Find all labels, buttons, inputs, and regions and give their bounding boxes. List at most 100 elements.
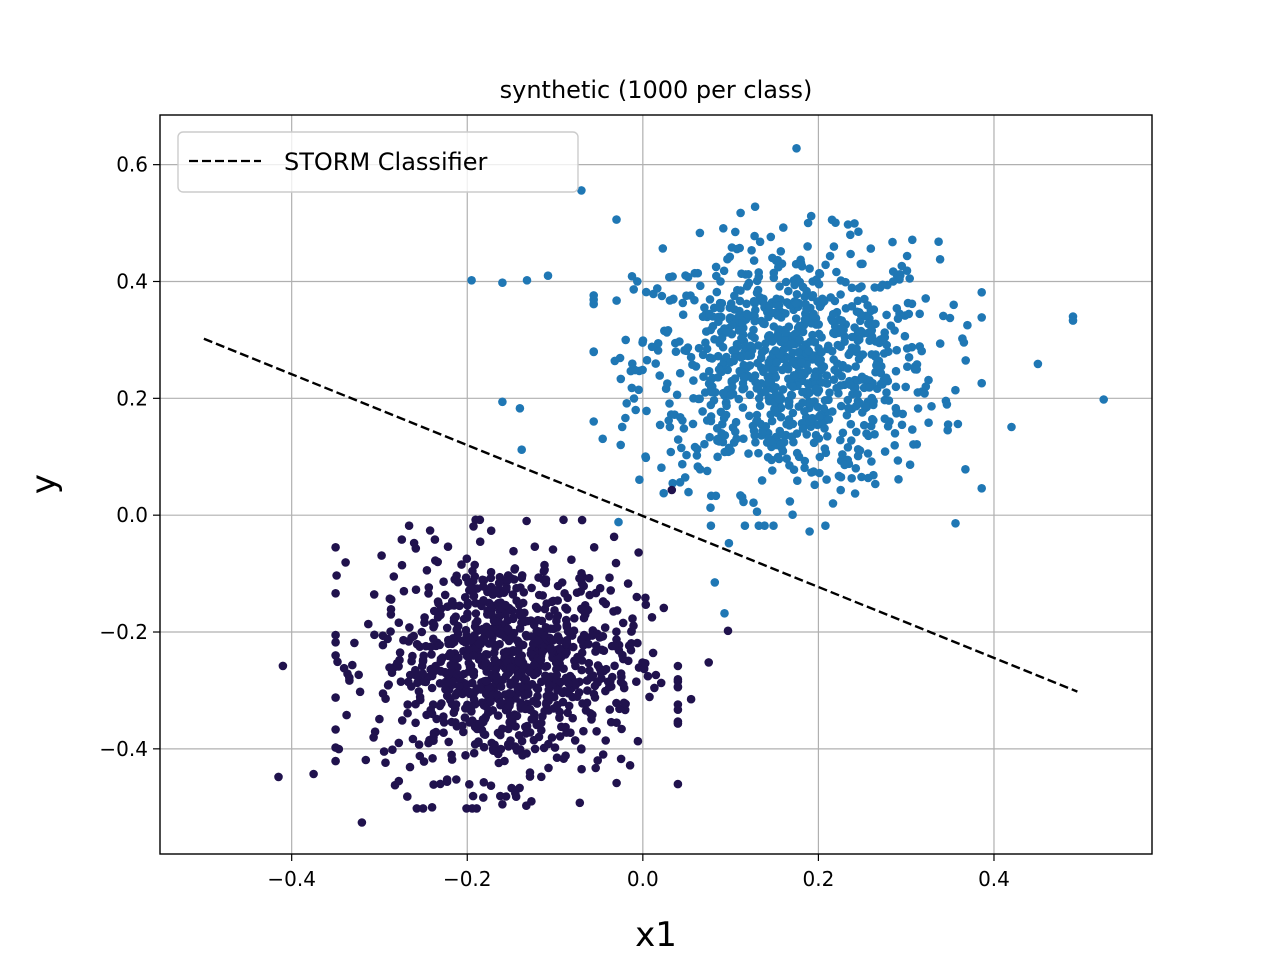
data-point (577, 764, 586, 774)
data-point (945, 313, 955, 323)
data-point (711, 491, 721, 501)
data-point (496, 682, 506, 691)
data-point (782, 298, 792, 307)
data-point (619, 654, 628, 664)
data-point (424, 589, 433, 598)
data-point (872, 361, 881, 370)
data-point (541, 662, 550, 671)
data-point (377, 551, 386, 560)
data-point (720, 431, 730, 440)
data-point (886, 321, 896, 331)
data-point (609, 532, 619, 542)
data-point (462, 680, 472, 689)
data-point (333, 657, 342, 667)
data-point (408, 734, 418, 744)
data-point (465, 780, 474, 789)
data-point (803, 242, 812, 251)
data-point (529, 735, 539, 745)
data-point (529, 660, 539, 670)
data-point (884, 396, 894, 405)
data-point (902, 251, 912, 261)
data-point (854, 227, 863, 236)
data-point (533, 684, 543, 694)
data-point (511, 788, 520, 798)
data-point (761, 422, 771, 431)
data-point (845, 380, 855, 390)
data-point (879, 333, 889, 342)
data-point (612, 778, 621, 788)
data-point (331, 725, 340, 734)
data-point (463, 609, 472, 618)
data-point (811, 430, 821, 440)
data-point (927, 402, 936, 411)
data-point (814, 357, 823, 367)
data-point (563, 593, 572, 603)
data-point (541, 575, 551, 584)
data-point (381, 758, 390, 767)
data-point (445, 649, 455, 658)
data-point (740, 521, 750, 530)
data-point (825, 251, 835, 261)
data-point (589, 417, 598, 426)
data-point (434, 599, 443, 608)
data-point (486, 781, 496, 790)
data-point (469, 695, 479, 704)
data-point (378, 640, 388, 650)
data-point (411, 718, 420, 728)
data-point (632, 677, 641, 686)
data-point (724, 538, 734, 548)
data-point (496, 744, 506, 754)
data-point (547, 691, 556, 701)
data-point (673, 717, 683, 726)
data-point (537, 772, 546, 782)
axis-ticks: −0.4 −0.2 0.0 0.2 0.4 −0.4 −0.2 0.0 0.2 0.4 0.6 (99, 153, 1009, 891)
data-point (364, 619, 373, 629)
data-point (935, 254, 945, 264)
legend: STORM Classifier (177, 131, 579, 193)
data-point (710, 335, 719, 344)
data-point (761, 339, 770, 348)
data-point (616, 440, 625, 450)
data-point (562, 638, 572, 648)
data-point (498, 278, 507, 288)
data-point (579, 726, 588, 736)
data-point (501, 792, 511, 801)
data-point (605, 705, 615, 714)
data-point (278, 661, 288, 671)
data-point (810, 372, 819, 381)
data-point (397, 535, 407, 544)
data-point (921, 294, 930, 303)
data-point (888, 277, 898, 286)
data-point (527, 715, 536, 724)
data-point (710, 578, 720, 587)
data-point (621, 413, 630, 423)
data-point (789, 371, 799, 380)
data-point (422, 566, 432, 575)
data-point (453, 621, 463, 631)
data-point (671, 347, 681, 357)
data-point (587, 631, 597, 640)
data-point (491, 665, 501, 675)
data-point (387, 668, 397, 677)
data-point (504, 724, 513, 734)
data-point (760, 319, 769, 329)
data-point (752, 410, 762, 420)
data-point (698, 407, 707, 416)
data-point (822, 475, 831, 484)
data-point (695, 394, 704, 404)
data-point (606, 586, 615, 595)
data-point (935, 339, 945, 348)
data-point (766, 410, 775, 419)
data-point (512, 746, 522, 755)
data-point (553, 596, 562, 605)
data-point (502, 585, 511, 594)
data-point (575, 798, 585, 808)
data-point (839, 325, 848, 335)
data-point (784, 286, 793, 296)
data-point (651, 670, 661, 680)
data-point (668, 478, 677, 488)
data-point (855, 446, 865, 455)
data-point (776, 403, 786, 413)
data-point (570, 614, 579, 623)
data-point (838, 450, 847, 459)
